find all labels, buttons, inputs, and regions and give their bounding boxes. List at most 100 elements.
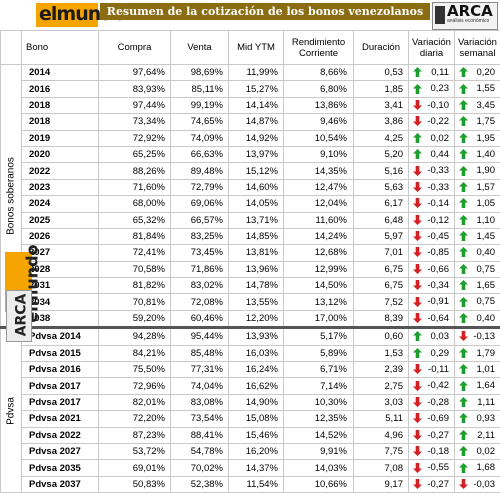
weekly-change-value: 0,20 xyxy=(477,67,496,78)
daily-change: 0,02 xyxy=(409,130,455,146)
duration: 5,63 xyxy=(354,179,409,195)
arrow-down-icon xyxy=(459,479,468,489)
mid-ytm: 14,60% xyxy=(229,179,284,195)
ask-price: 89,48% xyxy=(171,163,229,179)
bid-price: 72,41% xyxy=(99,245,171,261)
bid-price: 68,00% xyxy=(99,196,171,212)
arrow-down-icon xyxy=(413,247,422,257)
bid-price: 97,64% xyxy=(99,65,171,81)
col-header: Bono xyxy=(22,31,99,65)
daily-change: -0,55 xyxy=(409,460,455,476)
current-yield: 13,86% xyxy=(284,97,354,113)
bid-price: 70,58% xyxy=(99,261,171,277)
daily-change-value: -0,64 xyxy=(427,313,449,324)
mid-ytm: 14,05% xyxy=(229,196,284,212)
duration: 7,08 xyxy=(354,460,409,476)
weekly-change: 1,11 xyxy=(455,394,500,410)
daily-change-value: -0,11 xyxy=(428,364,449,375)
weekly-change: 1,90 xyxy=(455,163,500,179)
arrow-down-icon xyxy=(413,198,422,208)
weekly-change: 1,79 xyxy=(455,345,500,361)
current-yield: 5,17% xyxy=(284,328,354,345)
mid-ytm: 13,97% xyxy=(229,146,284,162)
daily-change-value: -0,33 xyxy=(427,182,449,193)
duration: 5,11 xyxy=(354,411,409,427)
section-label: Pdvsa xyxy=(6,397,17,425)
duration: 2,39 xyxy=(354,362,409,378)
mid-ytm: 11,54% xyxy=(229,476,284,492)
mid-ytm: 13,81% xyxy=(229,245,284,261)
arrow-up-icon xyxy=(459,313,468,323)
duration: 7,52 xyxy=(354,294,409,310)
bid-price: 88,26% xyxy=(99,163,171,179)
bond-name: 2014 xyxy=(22,65,99,81)
weekly-change-value: 1,45 xyxy=(477,231,496,242)
bond-name: Pdvsa 2027 xyxy=(22,443,99,459)
daily-change: -0,22 xyxy=(409,114,455,130)
daily-change: -0,27 xyxy=(409,427,455,443)
daily-change-value: 0,11 xyxy=(431,67,449,78)
weekly-change: 1,01 xyxy=(455,362,500,378)
mid-ytm: 13,55% xyxy=(229,294,284,310)
bond-name: 2024 xyxy=(22,196,99,212)
weekly-change-value: 1,65 xyxy=(477,280,496,291)
weekly-change: 1,75 xyxy=(455,114,500,130)
arrow-down-icon xyxy=(413,116,422,126)
bid-price: 82,01% xyxy=(99,394,171,410)
arrow-up-icon xyxy=(413,348,422,358)
daily-change-value: -0,85 xyxy=(427,247,449,258)
header-row: Bono Compra Venta Mid YTM Rendimiento Co… xyxy=(1,31,500,65)
mid-ytm: 15,27% xyxy=(229,81,284,97)
duration: 2,75 xyxy=(354,378,409,394)
daily-change: -0,11 xyxy=(409,362,455,378)
current-yield: 12,35% xyxy=(284,411,354,427)
ask-price: 72,79% xyxy=(171,179,229,195)
daily-change: -0,85 xyxy=(409,245,455,261)
arrow-up-icon xyxy=(459,381,468,391)
ask-price: 95,44% xyxy=(171,328,229,345)
duration: 6,17 xyxy=(354,196,409,212)
weekly-change: 1,68 xyxy=(455,460,500,476)
arrow-up-icon xyxy=(459,133,468,143)
bid-price: 70,81% xyxy=(99,294,171,310)
arrow-down-icon xyxy=(413,381,422,391)
bid-price: 94,28% xyxy=(99,328,171,345)
current-yield: 14,03% xyxy=(284,460,354,476)
daily-change-value: 0,02 xyxy=(431,133,450,144)
daily-change-value: -0,33 xyxy=(427,165,449,176)
daily-change: -0,33 xyxy=(409,179,455,195)
weekly-change-value: -0,03 xyxy=(473,479,495,490)
current-yield: 13,12% xyxy=(284,294,354,310)
section-label-cell: Pdvsa xyxy=(1,328,22,493)
current-yield: 12,99% xyxy=(284,261,354,277)
weekly-change: 0,93 xyxy=(455,411,500,427)
daily-change: -0,64 xyxy=(409,310,455,327)
daily-change-value: -0,55 xyxy=(427,462,449,473)
duration: 5,97 xyxy=(354,228,409,244)
weekly-change-value: 1,75 xyxy=(477,116,496,127)
bond-name: Pdvsa 2016 xyxy=(22,362,99,378)
current-yield: 6,71% xyxy=(284,362,354,378)
arrow-down-icon xyxy=(413,231,422,241)
arrow-up-icon xyxy=(459,247,468,257)
daily-change: 0,23 xyxy=(409,81,455,97)
current-yield: 9,46% xyxy=(284,114,354,130)
arrow-up-icon xyxy=(459,413,468,423)
current-yield: 5,89% xyxy=(284,345,354,361)
arca-mark-icon xyxy=(435,6,445,24)
arrow-up-icon xyxy=(459,182,468,192)
arrow-down-icon xyxy=(413,479,422,489)
bond-name: 2018 xyxy=(22,114,99,130)
arrow-down-icon xyxy=(413,297,422,307)
mid-ytm: 14,14% xyxy=(229,97,284,113)
col-header: Variación semanal xyxy=(455,31,500,65)
arrow-down-icon xyxy=(413,430,422,440)
ask-price: 74,04% xyxy=(171,378,229,394)
current-yield: 14,52% xyxy=(284,427,354,443)
